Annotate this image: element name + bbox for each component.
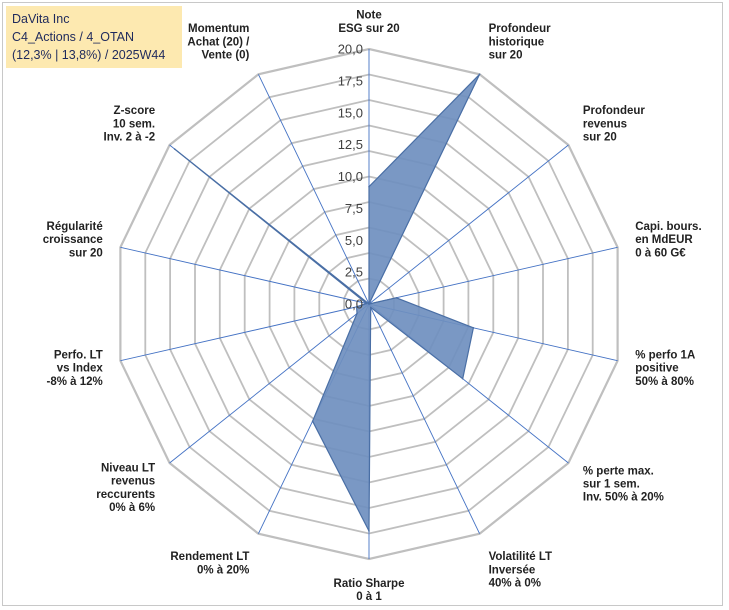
axis-label: Profondeur revenus sur 20 (583, 105, 645, 143)
data-point (395, 297, 398, 299)
axis-label-line: 40% à 0% (489, 578, 541, 590)
axis-label: Volatilité LT Inversée 40% à 0% (489, 551, 552, 589)
axis-label-line: -8% à 12% (47, 376, 103, 388)
axis-label-line: Z-score (114, 105, 156, 117)
axis-label-line: Capi. bours. (635, 221, 701, 233)
axis-label: Momentum Achat (20) / Vente (0) (187, 23, 250, 61)
axis-label-line: positive (635, 363, 678, 375)
spoke-line (368, 246, 618, 305)
axis-label: % perte max. sur 1 sem. Inv. 50% à 20% (583, 465, 664, 503)
axis-label-line: Perfo. LT (54, 350, 103, 362)
axis-label: Perfo. LT vs Index -8% à 12% (47, 350, 104, 388)
data-point (368, 530, 370, 532)
data-point (369, 306, 372, 309)
axis-label: % perfo 1A positive 50% à 80% (635, 350, 695, 388)
axis-label-line: 0 à 1 (356, 591, 382, 603)
spoke-line (120, 246, 370, 305)
axis-label-line: croissance (43, 234, 103, 246)
spoke-line (120, 303, 370, 362)
data-point (365, 302, 368, 305)
axis-label: Note ESG sur 20 (338, 10, 399, 35)
axis-label-line: revenus (583, 118, 627, 130)
data-point (472, 327, 475, 329)
axis-label-line: Régularité (47, 221, 103, 233)
axis-label-line: en MdEUR (635, 234, 693, 246)
axis-label-line: sur 1 sem. (583, 479, 640, 491)
axis-label: Profondeur historique sur 20 (489, 23, 551, 61)
radar-series (173, 73, 481, 532)
radial-tick-labels: 0,0 2,5 5,0 7,5 10,0 12,5 15,0 17,5 20,0 (338, 42, 363, 312)
company-name: DaVita Inc (12, 12, 70, 26)
tick-label: 17,5 (338, 73, 363, 88)
axis-label: Ratio Sharpe 0 à 1 (334, 578, 405, 603)
data-point (173, 148, 176, 150)
axis-label-line: sur 20 (583, 132, 617, 144)
axis-label-line: 0% à 20% (197, 564, 249, 576)
axis-label-line: Rendement LT (170, 551, 249, 563)
spoke-line (368, 303, 481, 534)
axis-label-line: 0 à 60 G€ (635, 247, 686, 259)
axis-label-line: revenus (111, 476, 155, 488)
axis-label-line: Profondeur (489, 23, 551, 35)
portfolio-name: C4_Actions / 4_OTAN (12, 30, 135, 44)
tick-label: 15,0 (338, 105, 363, 120)
axis-label-line: vs Index (57, 363, 104, 375)
axis-labels: Note ESG sur 20 Profondeur historique sur 20… (43, 10, 702, 604)
axis-label-line: % perte max. (583, 465, 654, 477)
tick-label: 2,5 (345, 265, 363, 280)
tick-label: 0,0 (345, 297, 363, 312)
axis-label-line: Note (356, 10, 382, 22)
axis-label: Rendement LT 0% à 20% (170, 551, 249, 576)
data-point (478, 73, 481, 76)
axis-label-line: Vente (0) (201, 50, 249, 62)
spoke-line (257, 74, 370, 305)
axis-label-line: sur 20 (69, 247, 103, 259)
axis-label-line: Profondeur (583, 105, 645, 117)
spoke-line (368, 144, 569, 305)
info-box: DaVita Inc C4_Actions / 4_OTAN (12,3% | … (6, 6, 182, 68)
axis-label-line: historique (489, 36, 545, 48)
axis-label-line: Inversée (489, 564, 536, 576)
tick-label: 5,0 (345, 233, 363, 248)
performance-stats: (12,3% | 13,8%) / 2025W44 (12, 48, 166, 62)
axis-label: Z-score 10 sem. Inv. 2 à -2 (104, 105, 156, 143)
data-point (368, 185, 370, 188)
spoke-line (169, 303, 370, 464)
axis-label-line: Inv. 2 à -2 (104, 132, 156, 144)
axis-label-line: ESG sur 20 (338, 23, 399, 35)
axis-label-line: Volatilité LT (489, 551, 552, 563)
axis-label-line: Niveau LT (101, 462, 155, 474)
tick-label: 10,0 (338, 169, 363, 184)
axis-label-line: 10 sem. (113, 118, 155, 130)
axis-label-line: 50% à 80% (635, 376, 694, 388)
axis-label-line: 0% à 6% (109, 502, 155, 514)
data-point (461, 377, 464, 380)
data-point (311, 420, 314, 423)
data-point (356, 312, 358, 315)
axis-label: Capi. bours. en MdEUR 0 à 60 G€ (635, 221, 701, 259)
axis-label-line: Ratio Sharpe (334, 578, 405, 590)
tick-label: 20,0 (338, 42, 363, 57)
axis-label: Régularité croissance sur 20 (43, 221, 103, 259)
axis-label-line: sur 20 (489, 50, 523, 62)
tick-label: 7,5 (345, 201, 363, 216)
axis-label-line: reccurents (96, 489, 155, 501)
data-point (368, 303, 370, 305)
tick-label: 12,5 (338, 137, 363, 152)
data-point (355, 306, 358, 308)
axis-label-line: Achat (20) / (187, 36, 250, 48)
axis-label: Niveau LT revenus reccurents 0% à 6% (96, 462, 155, 514)
axis-label-line: Momentum (188, 23, 249, 35)
axis-label-line: % perfo 1A (635, 350, 695, 362)
axis-label-line: Inv. 50% à 20% (583, 492, 664, 504)
